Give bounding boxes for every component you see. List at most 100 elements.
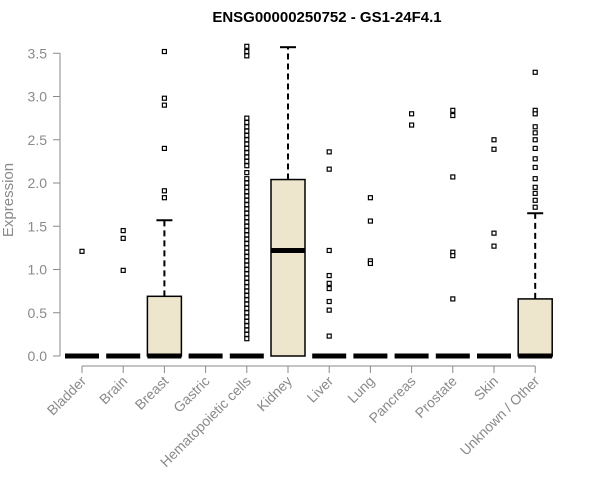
outlier-point: [244, 119, 250, 126]
x-category-label: Breast: [132, 373, 172, 413]
outlier-point: [244, 284, 250, 290]
x-category-label: Kidney: [254, 373, 296, 415]
outlier-point: [161, 195, 167, 201]
outlier-point: [161, 145, 167, 151]
x-category-label: Bladder: [44, 373, 90, 419]
outlier-point: [326, 149, 332, 155]
outlier-point: [244, 279, 250, 286]
outlier-point: [491, 137, 497, 143]
outlier-point: [244, 215, 250, 221]
outlier-point: [326, 285, 332, 292]
outlier-point: [450, 253, 456, 259]
x-category-label: Skin: [471, 373, 502, 404]
outlier-point: [244, 305, 250, 312]
outlier-point: [244, 154, 250, 160]
outlier-point: [120, 235, 126, 241]
outlier-point: [244, 297, 250, 303]
outlier-point: [161, 102, 167, 108]
outlier-point: [244, 262, 250, 268]
outlier-point: [367, 195, 373, 201]
outlier-point: [326, 280, 332, 286]
outlier-point: [244, 206, 250, 212]
outlier-point: [532, 130, 538, 136]
y-tick-label: 3.5: [28, 45, 48, 61]
outlier-point: [244, 163, 250, 169]
outlier-point: [326, 333, 332, 339]
outlier-point: [120, 227, 126, 234]
outlier-point: [244, 310, 250, 316]
y-tick-label: 0.5: [28, 305, 48, 321]
y-tick-label: 0.0: [28, 348, 48, 364]
outlier-point: [244, 184, 250, 190]
outlier-point: [244, 236, 250, 242]
outlier-point: [244, 158, 250, 164]
x-category-label: Liver: [304, 373, 337, 406]
outlier-point: [244, 189, 250, 195]
outlier-point: [409, 111, 415, 117]
outlier-point: [244, 180, 250, 186]
outlier-point: [244, 115, 250, 121]
outlier-point: [450, 107, 456, 113]
outlier-point: [450, 296, 456, 302]
outlier-point: [367, 218, 373, 224]
outlier-point: [450, 112, 456, 119]
outlier-point: [491, 230, 497, 236]
outlier-point: [326, 307, 332, 313]
outlier-point: [244, 275, 250, 281]
outlier-point: [244, 137, 250, 143]
outlier-point: [532, 145, 538, 151]
outlier-point: [244, 197, 250, 203]
outlier-point: [244, 176, 250, 182]
outlier-point: [450, 174, 456, 180]
outlier-point: [244, 141, 250, 147]
outlier-point: [326, 298, 332, 305]
outlier-point: [532, 204, 538, 210]
outlier-point: [244, 43, 250, 49]
outlier-point: [244, 145, 250, 151]
outlier-point: [326, 247, 332, 254]
outlier-point: [244, 249, 250, 255]
y-tick-label: 2.0: [28, 175, 48, 191]
outlier-point: [244, 219, 250, 225]
x-category-label: Brain: [96, 373, 130, 407]
outlier-point: [244, 232, 250, 238]
x-category-label: Lung: [344, 373, 377, 406]
box-body: [517, 298, 553, 357]
outlier-point: [532, 156, 538, 162]
outlier-point: [491, 243, 497, 249]
outlier-point: [532, 184, 538, 190]
outlier-point: [244, 202, 250, 208]
outlier-point: [120, 267, 126, 273]
outlier-point: [161, 48, 167, 55]
outlier-point: [244, 170, 250, 176]
y-axis-title: Expression: [0, 163, 17, 237]
outlier-point: [244, 258, 250, 264]
outlier-point: [161, 188, 167, 194]
x-category-label: Prostate: [412, 373, 460, 421]
outlier-point: [491, 146, 497, 152]
outlier-point: [244, 266, 250, 273]
outlier-point: [532, 197, 538, 203]
outlier-point: [79, 248, 85, 254]
outlier-point: [244, 336, 250, 342]
outlier-point: [244, 292, 250, 299]
outlier-point: [532, 190, 538, 196]
outlier-point: [244, 128, 250, 134]
outlier-point: [244, 288, 250, 294]
outlier-point: [244, 314, 250, 320]
y-tick-label: 1.5: [28, 218, 48, 234]
outlier-point: [532, 124, 538, 130]
outlier-point: [161, 95, 167, 101]
outlier-point: [244, 150, 250, 156]
outlier-point: [367, 260, 373, 267]
outlier-point: [244, 331, 250, 337]
y-tick-label: 1.0: [28, 262, 48, 278]
outlier-point: [532, 111, 538, 117]
y-tick-label: 3.0: [28, 89, 48, 105]
outlier-point: [326, 166, 332, 172]
outlier-point: [244, 253, 250, 260]
outlier-point: [326, 272, 332, 279]
y-tick-label: 2.5: [28, 132, 48, 148]
